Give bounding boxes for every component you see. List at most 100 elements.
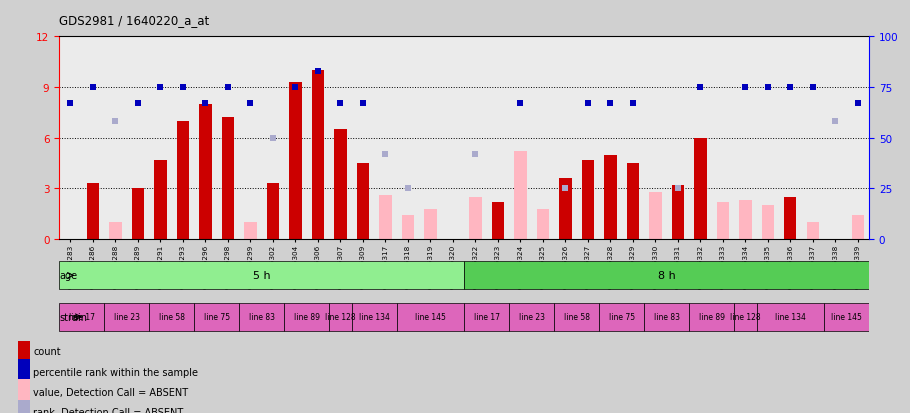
- Bar: [852, 216, 864, 240]
- Bar: [717, 202, 729, 240]
- Text: line 128: line 128: [325, 313, 356, 321]
- Point: [693, 85, 708, 91]
- Bar: [424, 209, 437, 240]
- Text: line 23: line 23: [519, 313, 544, 321]
- Point: [108, 119, 123, 126]
- Bar: [672, 185, 684, 240]
- Point: [738, 85, 753, 91]
- Point: [603, 101, 618, 107]
- Bar: [109, 223, 122, 240]
- Bar: [756, 303, 824, 331]
- Point: [356, 101, 370, 107]
- Bar: [284, 303, 329, 331]
- Point: [266, 135, 280, 142]
- Bar: [509, 303, 554, 331]
- Bar: [734, 303, 756, 331]
- Bar: [464, 303, 509, 331]
- Point: [198, 101, 213, 107]
- Bar: [244, 223, 257, 240]
- Point: [761, 85, 775, 91]
- Point: [131, 101, 146, 107]
- Point: [513, 101, 528, 107]
- Point: [625, 101, 640, 107]
- Text: line 17: line 17: [473, 313, 500, 321]
- Text: percentile rank within the sample: percentile rank within the sample: [34, 367, 198, 377]
- Point: [333, 101, 348, 107]
- Bar: [18, 380, 30, 405]
- Text: line 145: line 145: [831, 313, 862, 321]
- Bar: [149, 303, 194, 331]
- Bar: [329, 303, 351, 331]
- Text: count: count: [34, 347, 61, 356]
- Bar: [627, 164, 639, 240]
- Bar: [199, 104, 211, 240]
- Text: line 75: line 75: [609, 313, 634, 321]
- Bar: [559, 179, 571, 240]
- Bar: [397, 303, 464, 331]
- Text: line 83: line 83: [248, 313, 275, 321]
- Bar: [18, 339, 30, 364]
- Bar: [267, 184, 279, 240]
- Point: [581, 101, 595, 107]
- Point: [153, 85, 167, 91]
- Text: line 75: line 75: [204, 313, 229, 321]
- Text: line 17: line 17: [68, 313, 95, 321]
- Bar: [824, 303, 869, 331]
- Point: [558, 186, 572, 192]
- Bar: [379, 196, 391, 240]
- Point: [400, 186, 415, 192]
- Bar: [401, 216, 414, 240]
- Bar: [312, 71, 324, 240]
- Text: strain: strain: [59, 312, 87, 322]
- Bar: [86, 184, 99, 240]
- Bar: [491, 202, 504, 240]
- Text: line 23: line 23: [114, 313, 139, 321]
- Text: GDS2981 / 1640220_a_at: GDS2981 / 1640220_a_at: [59, 14, 209, 27]
- Bar: [514, 152, 527, 240]
- Text: line 89: line 89: [699, 313, 724, 321]
- Point: [378, 151, 392, 158]
- Point: [176, 85, 190, 91]
- Point: [851, 101, 865, 107]
- Point: [63, 101, 77, 107]
- Bar: [357, 164, 369, 240]
- Bar: [194, 303, 239, 331]
- Point: [671, 186, 685, 192]
- Bar: [784, 197, 796, 240]
- Text: age: age: [59, 271, 77, 281]
- Bar: [581, 160, 594, 240]
- Bar: [599, 303, 644, 331]
- Bar: [177, 121, 189, 240]
- Bar: [154, 160, 167, 240]
- Point: [805, 85, 820, 91]
- Point: [783, 85, 797, 91]
- Bar: [104, 303, 149, 331]
- Bar: [18, 359, 30, 385]
- Text: line 128: line 128: [730, 313, 761, 321]
- Bar: [644, 303, 689, 331]
- Text: 5 h: 5 h: [253, 271, 270, 281]
- Text: line 134: line 134: [359, 313, 389, 321]
- Text: line 58: line 58: [563, 313, 590, 321]
- Text: line 145: line 145: [415, 313, 446, 321]
- Bar: [806, 223, 819, 240]
- Text: line 89: line 89: [294, 313, 319, 321]
- Point: [468, 151, 482, 158]
- Point: [243, 101, 258, 107]
- Bar: [604, 155, 616, 240]
- Bar: [222, 118, 234, 240]
- Bar: [694, 138, 706, 240]
- Bar: [289, 83, 301, 240]
- Bar: [239, 303, 284, 331]
- Point: [86, 85, 100, 91]
- Point: [828, 119, 843, 126]
- Bar: [689, 303, 734, 331]
- Bar: [334, 130, 347, 240]
- Text: line 58: line 58: [158, 313, 185, 321]
- Text: 8 h: 8 h: [658, 271, 675, 281]
- Point: [310, 68, 325, 75]
- Bar: [464, 262, 869, 290]
- Text: line 134: line 134: [775, 313, 805, 321]
- Bar: [762, 206, 774, 240]
- Bar: [59, 262, 464, 290]
